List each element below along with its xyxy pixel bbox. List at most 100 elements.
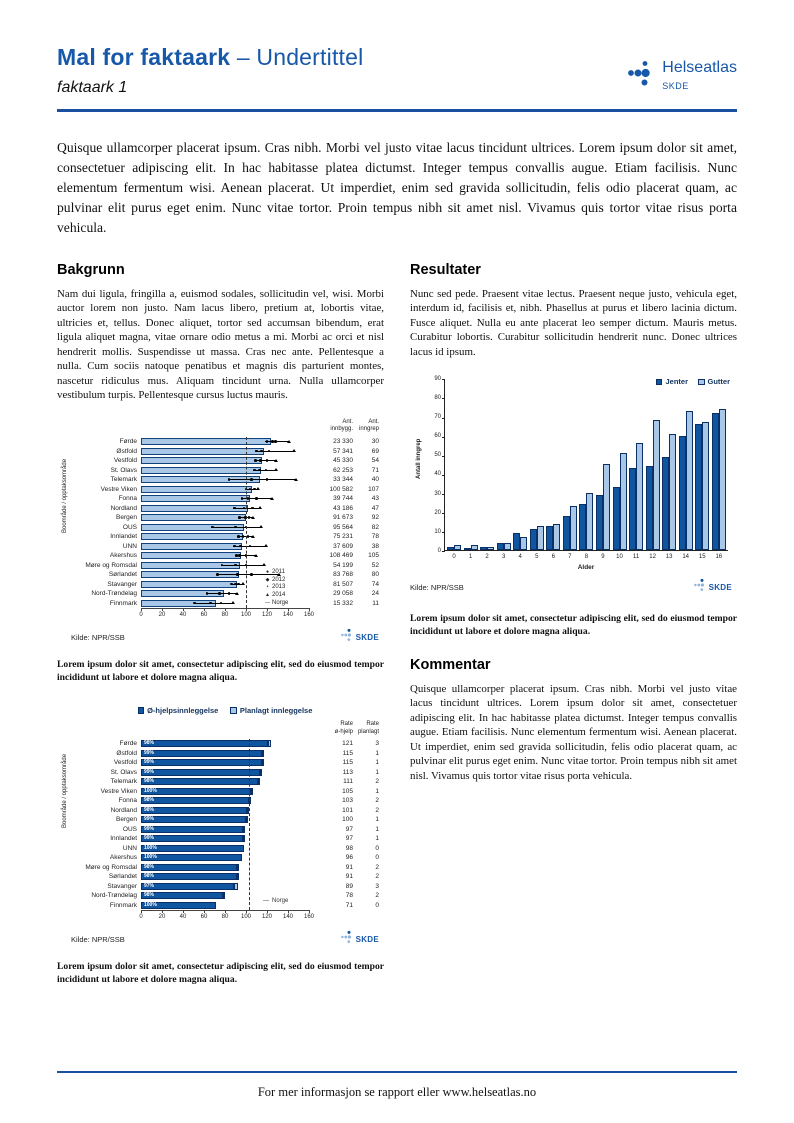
x-axis-tick (309, 910, 310, 914)
row-plot (141, 570, 309, 580)
value-inngrep: 74 (371, 580, 379, 588)
year-marker (238, 554, 241, 557)
x-axis-tick-label: 5 (535, 554, 539, 561)
jenter-bar (529, 529, 537, 551)
row-plot (141, 560, 309, 570)
footer-rule (57, 1071, 737, 1073)
ehjelp-bar: 98% (141, 873, 237, 881)
year-marker (231, 601, 236, 605)
value-inngrep: 43 (371, 495, 379, 503)
logo-org: SKDE (662, 80, 689, 91)
year-marker (270, 440, 274, 443)
x-axis-tick-label: 140 (282, 914, 294, 921)
legend-marker-icon: ◆ (265, 576, 270, 583)
value-rate-planlagt: 2 (375, 778, 379, 786)
value-inngrep: 47 (371, 504, 379, 512)
chart1-row: Fonna 39 744 43 (71, 494, 379, 504)
row-label: Innlandet (110, 835, 137, 843)
rate-bar (141, 514, 246, 522)
value-inngrep: 78 (371, 533, 379, 541)
chart-rates-by-area: Boområde / opptaksområde Ant. innbygg. Ant… (62, 419, 379, 647)
value-innbygg: 57 341 (333, 447, 353, 455)
chart1-row: Vestfold 45 330 54 (71, 456, 379, 466)
row-label: Innlandet (110, 533, 137, 541)
year-marker (259, 459, 262, 462)
ehjelp-percent-label: 99% (144, 768, 155, 775)
rate-bar (141, 495, 251, 503)
value-rate-planlagt: 1 (375, 825, 379, 833)
row-plot: 98% (141, 777, 309, 787)
year-marker (251, 534, 255, 538)
y-axis-tick (442, 513, 445, 515)
row-plot: 98% (141, 796, 309, 806)
value-rate-ehjelp: 98 (345, 844, 353, 852)
chart1-rows: Førde 23 330 30 Østfold 57 341 69 Vestfold 45 3… (71, 436, 379, 608)
value-rate-planlagt: 0 (375, 901, 379, 909)
row-label: Nordland (110, 806, 137, 814)
legend-item: ▲ 2014 (263, 591, 288, 599)
value-rate-planlagt: 1 (375, 816, 379, 824)
value-innbygg: 45 330 (333, 457, 353, 465)
row-plot: 100% (141, 901, 309, 911)
intro-paragraph: Quisque ullamcorper placerat ipsum. Cras… (57, 140, 737, 235)
value-innbygg: 29 058 (333, 590, 353, 598)
year-marker (241, 535, 245, 538)
year-marker (274, 458, 279, 462)
planlagt-bar (222, 892, 225, 900)
y-axis-tick-label: 90 (434, 375, 441, 382)
chart2-column-headers: Rate ø-hjelp Rate planlagt (71, 721, 379, 736)
rate-bar (141, 457, 262, 465)
legend-swatch-icon (698, 378, 705, 386)
year-marker (256, 487, 261, 491)
x-axis-tick-label: 0 (139, 611, 143, 618)
year-marker (264, 468, 268, 472)
legend-label: Jenter (665, 377, 688, 387)
gutter-bar (685, 410, 693, 551)
title-main: Mal for faktaark (57, 44, 231, 70)
row-label: Førde (119, 438, 137, 446)
row-plot (141, 503, 309, 513)
rate-bar (141, 552, 241, 560)
row-label: Sørlandet (108, 873, 137, 881)
chart2-row: Vestfold 99% 115 1 (71, 758, 379, 768)
year-marker (249, 478, 253, 481)
row-plot (141, 551, 309, 561)
row-plot: 97% (141, 882, 309, 892)
x-axis-tick-label: 10 (616, 554, 623, 561)
ehjelp-bar: 97% (141, 882, 235, 890)
chart2-row: Førde 98% 121 3 (71, 739, 379, 749)
gutter-bar (470, 544, 478, 551)
value-innbygg: 37 609 (333, 542, 353, 550)
value-innbygg: 100 582 (329, 485, 354, 493)
ehjelp-bar: 98% (141, 892, 223, 900)
row-label: UNN (122, 542, 137, 550)
x-axis-tick-label: 60 (200, 611, 208, 618)
value-rate-planlagt: 2 (375, 892, 379, 900)
row-plot: 99% (141, 768, 309, 778)
chart1-row: Østfold 57 341 69 (71, 446, 379, 456)
kommentar-heading: Kommentar (410, 656, 491, 673)
x-axis-tick-label: 7 (568, 554, 572, 561)
x-axis-tick-label: 3 (501, 554, 506, 561)
jenter-bar (645, 466, 653, 551)
y-axis-tick-label: 10 (434, 528, 441, 535)
jenter-bar (579, 504, 587, 551)
legend-marker-icon: ● (265, 568, 270, 575)
row-label: Vestfold (113, 457, 137, 465)
row-plot (141, 437, 309, 447)
y-axis-tick-label: 80 (434, 394, 441, 401)
year-marker (243, 516, 247, 519)
value-rate-ehjelp: 91 (345, 863, 353, 871)
x-axis-tick (204, 607, 205, 611)
y-axis-tick-label: 50 (434, 452, 441, 459)
row-plot (141, 532, 309, 542)
year-marker (253, 487, 256, 491)
year-marker (251, 506, 254, 510)
year-marker (227, 592, 231, 595)
footer-text: For mer informasjon se rapport eller www… (257, 1085, 537, 1099)
jenter-bar (496, 542, 504, 551)
row-plot (141, 494, 309, 504)
year-marker (246, 535, 250, 538)
row-plot: 99% (141, 834, 309, 844)
ehjelp-bar: 100% (141, 854, 242, 862)
